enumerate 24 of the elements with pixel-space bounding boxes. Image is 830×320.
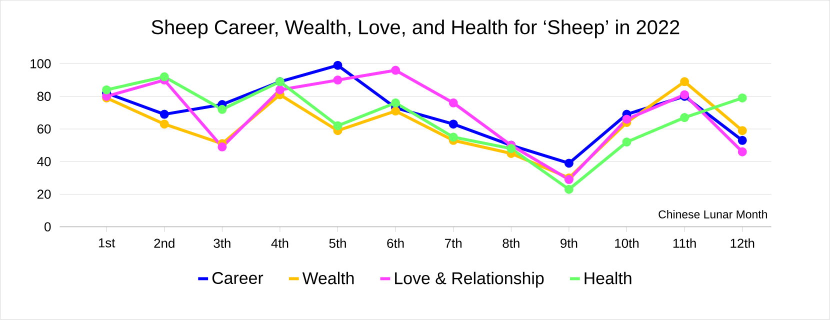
x-tick-label: 12th xyxy=(730,238,754,248)
y-tick-label: 100 xyxy=(30,59,51,69)
x-tick-label: 4th xyxy=(271,238,288,248)
x-tick-label: 5th xyxy=(329,238,346,248)
y-tick-label: 20 xyxy=(37,190,51,199)
x-tick-label: 2nd xyxy=(154,238,174,248)
chart-title: Sheep Career, Wealth, Love, and Health for ‘Sheep’ in 2022 xyxy=(152,20,680,38)
y-tick-label: 40 xyxy=(37,157,51,166)
x-tick-label: 8th xyxy=(502,238,520,248)
x-tick-label: 11th xyxy=(673,238,696,248)
legend-label: Health xyxy=(584,272,632,284)
x-tick-label: 7th xyxy=(445,238,462,248)
x-tick-label: 9th xyxy=(560,238,578,248)
x-axis-title: Chinese Lunar Month xyxy=(658,210,767,219)
y-tick-label: 80 xyxy=(37,92,51,102)
x-tick-label: 6th xyxy=(387,238,404,248)
legend-label: Career xyxy=(212,272,264,284)
y-tick-label: 60 xyxy=(37,124,51,134)
x-tick-label: 1st xyxy=(98,238,116,248)
legend-label: Wealth xyxy=(302,272,354,284)
y-tick-label: 0 xyxy=(44,222,51,232)
x-tick-label: 3th xyxy=(214,238,230,248)
legend-label: Love & Relationship xyxy=(395,272,544,288)
x-tick-label: 10th xyxy=(615,238,639,248)
